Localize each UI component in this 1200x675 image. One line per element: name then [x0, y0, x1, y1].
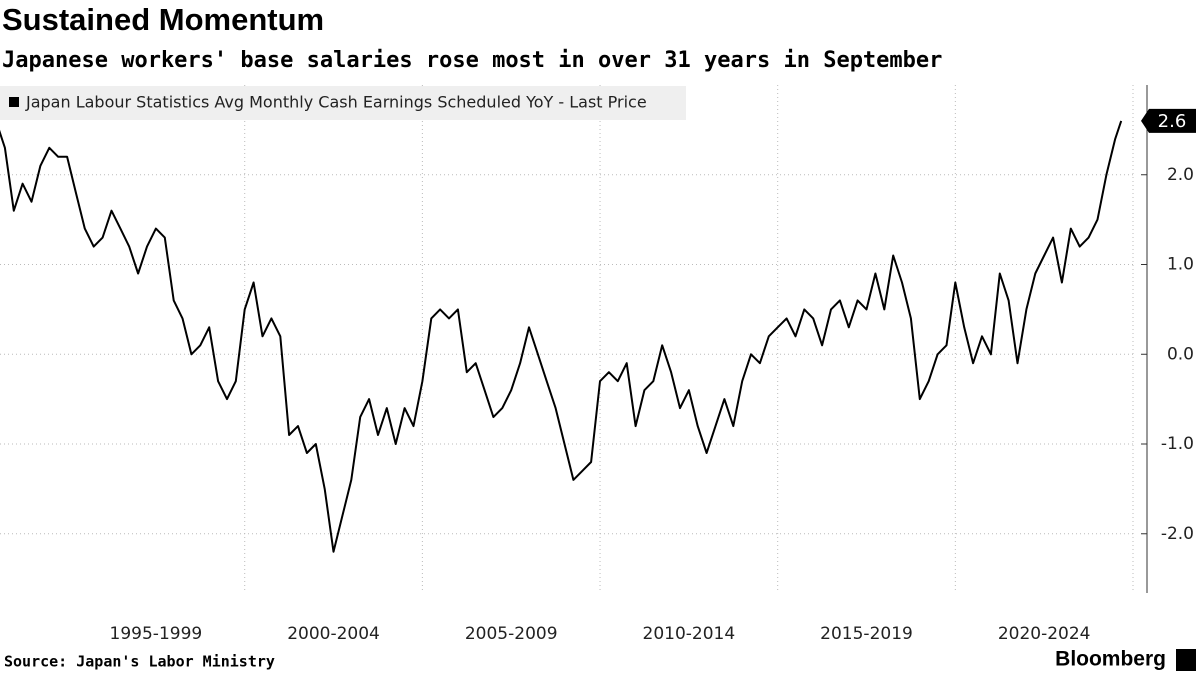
y-tick-label: 0.0	[1167, 344, 1194, 364]
x-tick-label: 2005-2009	[465, 624, 558, 644]
series-line	[0, 120, 1123, 553]
legend-box	[0, 86, 686, 120]
brand: Bloomberg	[1055, 648, 1166, 671]
source: Source: Japan's Labor Ministry	[4, 653, 275, 671]
x-tick-label: 2000-2004	[287, 624, 380, 644]
x-tick-label: 1995-1999	[110, 624, 203, 644]
y-tick-label: 1.0	[1167, 255, 1194, 275]
chart-subtitle: Japanese workers' base salaries rose mos…	[2, 48, 942, 73]
x-tick-label: 2015-2019	[820, 624, 913, 644]
brand-icon	[1176, 649, 1196, 671]
x-tick-label: 2010-2014	[643, 624, 736, 644]
y-tick-label: -1.0	[1161, 434, 1194, 454]
chart-title: Sustained Momentum	[2, 2, 324, 37]
y-tick-label: -2.0	[1161, 524, 1194, 544]
y-tick-label: 2.0	[1167, 165, 1194, 185]
last-price-label: 2.6	[1158, 111, 1187, 132]
legend-swatch	[9, 97, 19, 107]
last-price-badge	[1141, 108, 1196, 133]
x-tick-label: 2020-2024	[998, 624, 1091, 644]
legend-label: Japan Labour Statistics Avg Monthly Cash…	[25, 93, 647, 112]
